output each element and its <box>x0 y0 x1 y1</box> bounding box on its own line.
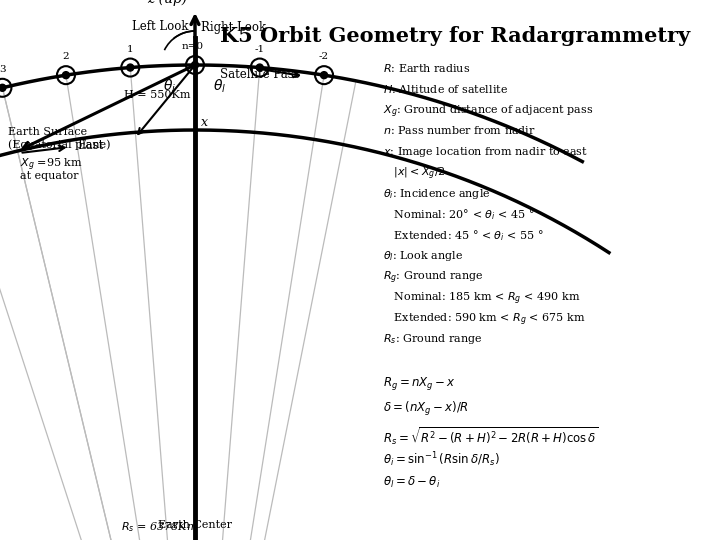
Text: Nominal: 20° < $\theta_i$ < 45 °: Nominal: 20° < $\theta_i$ < 45 ° <box>383 207 535 222</box>
Text: Nominal: 185 km < $R_g$ < 490 km: Nominal: 185 km < $R_g$ < 490 km <box>383 291 580 307</box>
Text: $X_g$ =95 km: $X_g$ =95 km <box>19 157 83 173</box>
Circle shape <box>127 64 134 71</box>
Text: $R_g = nX_g - x$: $R_g = nX_g - x$ <box>383 375 456 392</box>
Text: $X_g$: Ground distance of adjacent pass: $X_g$: Ground distance of adjacent pass <box>383 104 593 120</box>
Text: $\theta_l = \delta - \theta_i$: $\theta_l = \delta - \theta_i$ <box>383 475 441 490</box>
Text: $R$: Earth radius: $R$: Earth radius <box>383 62 470 74</box>
Text: 3: 3 <box>0 65 6 74</box>
Text: $\theta_l$: Look angle: $\theta_l$: Look angle <box>383 249 463 263</box>
Text: Extended: 590 km < $R_g$ < 675 km: Extended: 590 km < $R_g$ < 675 km <box>383 312 585 328</box>
Text: K5 Orbit Geometry for Radargrammetry: K5 Orbit Geometry for Radargrammetry <box>220 26 690 46</box>
Text: n=0: n=0 <box>182 42 204 51</box>
Text: $\theta_i$: $\theta_i$ <box>163 78 176 96</box>
Text: -1: -1 <box>255 44 265 53</box>
Text: $x$: Image location from nadir to east: $x$: Image location from nadir to east <box>383 145 588 159</box>
Text: $n$: Pass number from nadir: $n$: Pass number from nadir <box>383 124 536 137</box>
Circle shape <box>320 72 328 79</box>
Circle shape <box>0 84 6 91</box>
Text: at equator: at equator <box>19 171 78 181</box>
Circle shape <box>192 62 199 69</box>
Text: $H$: Altitude of satellite: $H$: Altitude of satellite <box>383 83 508 95</box>
Circle shape <box>63 72 69 79</box>
Text: x: x <box>201 116 208 129</box>
Text: $R_s$: Ground range: $R_s$: Ground range <box>383 333 482 346</box>
Text: Extended: 45 ° < $\theta_i$ < 55 °: Extended: 45 ° < $\theta_i$ < 55 ° <box>383 228 544 243</box>
Text: $R_s = \sqrt{R^2 - (R+H)^2 - 2R(R+H)\cos\delta}$: $R_s = \sqrt{R^2 - (R+H)^2 - 2R(R+H)\cos… <box>383 425 598 447</box>
Text: Left Look: Left Look <box>132 21 189 33</box>
Text: z (up): z (up) <box>147 0 187 6</box>
Text: $\theta_l$: $\theta_l$ <box>213 78 226 96</box>
Text: $R_s$ = 6378Km: $R_s$ = 6378Km <box>121 521 198 534</box>
Circle shape <box>256 64 264 71</box>
Text: East: East <box>78 139 104 152</box>
Text: $\delta = (nX_g - x)/R$: $\delta = (nX_g - x)/R$ <box>383 400 469 418</box>
Text: H = 550Km: H = 550Km <box>125 90 191 100</box>
Text: -2: -2 <box>319 52 329 61</box>
Text: $\theta_i$: Incidence angle: $\theta_i$: Incidence angle <box>383 187 490 201</box>
Text: $|x|<X_g/2$: $|x|<X_g/2$ <box>383 166 446 183</box>
Text: 2: 2 <box>63 52 69 61</box>
Text: $\theta_i = \sin^{-1}(R\sin\delta/R_s)$: $\theta_i = \sin^{-1}(R\sin\delta/R_s)$ <box>383 450 500 469</box>
Text: Earth Surface: Earth Surface <box>8 127 87 137</box>
Text: Earth Center: Earth Center <box>158 520 232 530</box>
Text: (Equatorial plane): (Equatorial plane) <box>8 139 110 150</box>
Text: $R_g$: Ground range: $R_g$: Ground range <box>383 270 483 286</box>
Text: 1: 1 <box>127 44 134 53</box>
Text: Satellite Pass: Satellite Pass <box>220 68 300 80</box>
Text: Right Look: Right Look <box>201 21 266 33</box>
